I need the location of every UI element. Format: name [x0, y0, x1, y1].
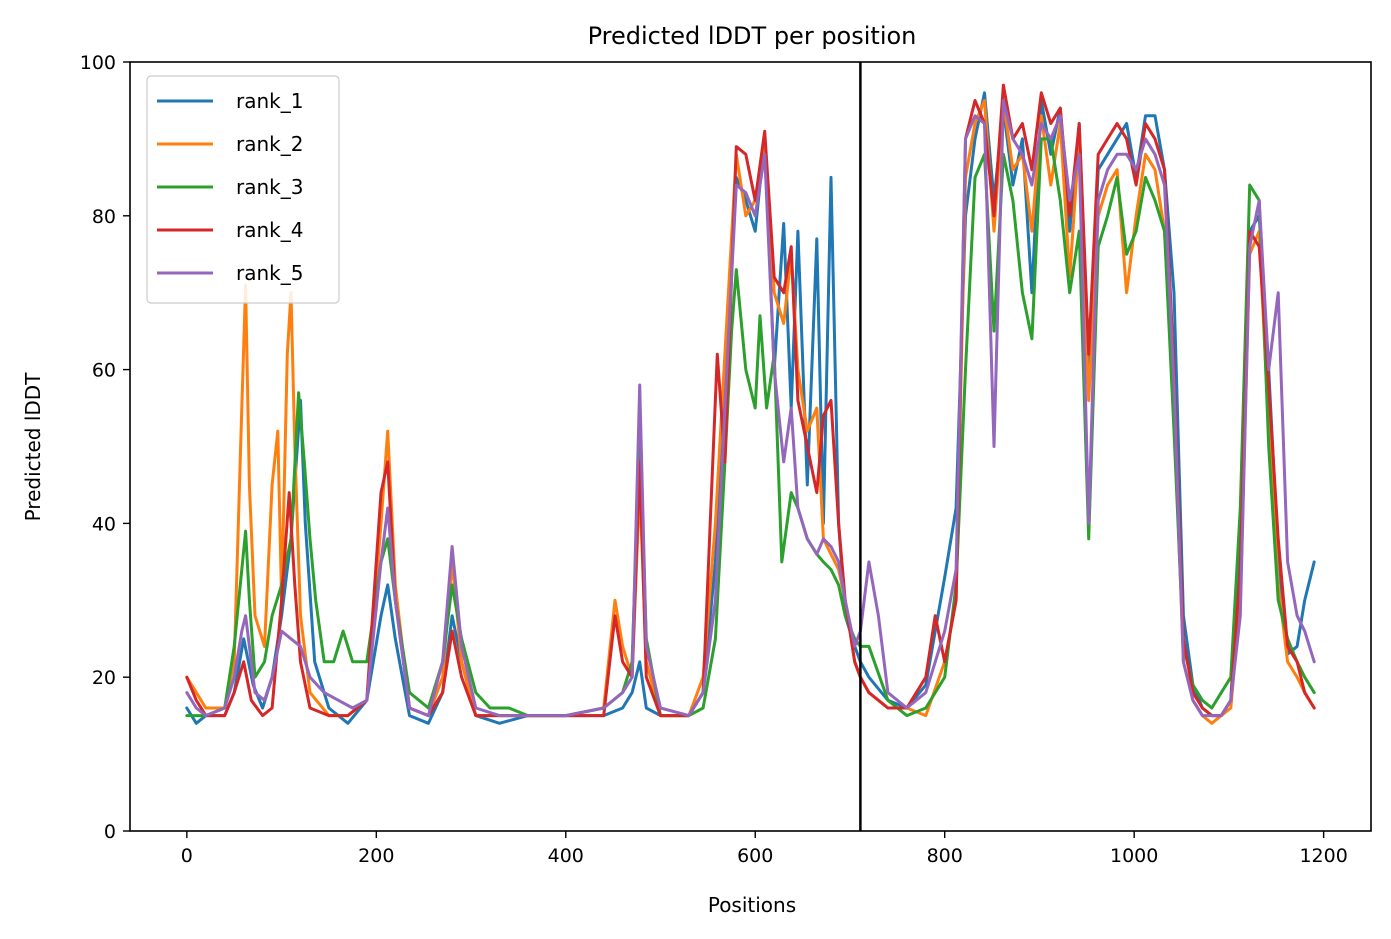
y-tick-label: 80 [92, 206, 116, 228]
x-tick-label: 200 [358, 845, 394, 867]
series-line-rank-5 [185, 99, 1316, 718]
legend-label-rank-5: rank_5 [236, 261, 303, 285]
series-line-rank-4 [185, 83, 1316, 718]
x-tick-label: 600 [737, 845, 773, 867]
x-tick-label: 400 [548, 845, 584, 867]
series-line-rank-3 [185, 137, 1316, 718]
y-tick-label: 20 [92, 667, 116, 689]
legend-label-rank-1: rank_1 [236, 89, 303, 113]
y-axis-label: Predicted lDDT [21, 372, 45, 522]
legend-label-rank-4: rank_4 [236, 218, 303, 242]
legend-box [146, 75, 340, 304]
chart-title: Predicted lDDT per position [588, 22, 917, 50]
plot-area [185, 62, 1316, 831]
axes-frame [129, 61, 1372, 832]
x-tick-label: 1200 [1299, 845, 1347, 867]
legend-label-rank-3: rank_3 [236, 175, 303, 199]
x-tick-label: 800 [927, 845, 963, 867]
axes: 0 200 400 600 800 1000 1200 0 20 40 60 80 100 [80, 52, 1372, 867]
y-tick-label: 100 [80, 52, 116, 74]
y-tick-label: 40 [92, 513, 116, 535]
x-axis-label: Positions [708, 893, 796, 917]
legend: rank_1 rank_2 rank_3 rank_4 rank_5 [146, 75, 340, 304]
x-tick-label: 0 [181, 845, 193, 867]
y-tick-label: 0 [104, 821, 116, 843]
y-tick-label: 60 [92, 360, 116, 382]
series-line-rank-2 [185, 99, 1316, 725]
x-tick-label: 1000 [1110, 845, 1158, 867]
legend-label-rank-2: rank_2 [236, 132, 303, 156]
